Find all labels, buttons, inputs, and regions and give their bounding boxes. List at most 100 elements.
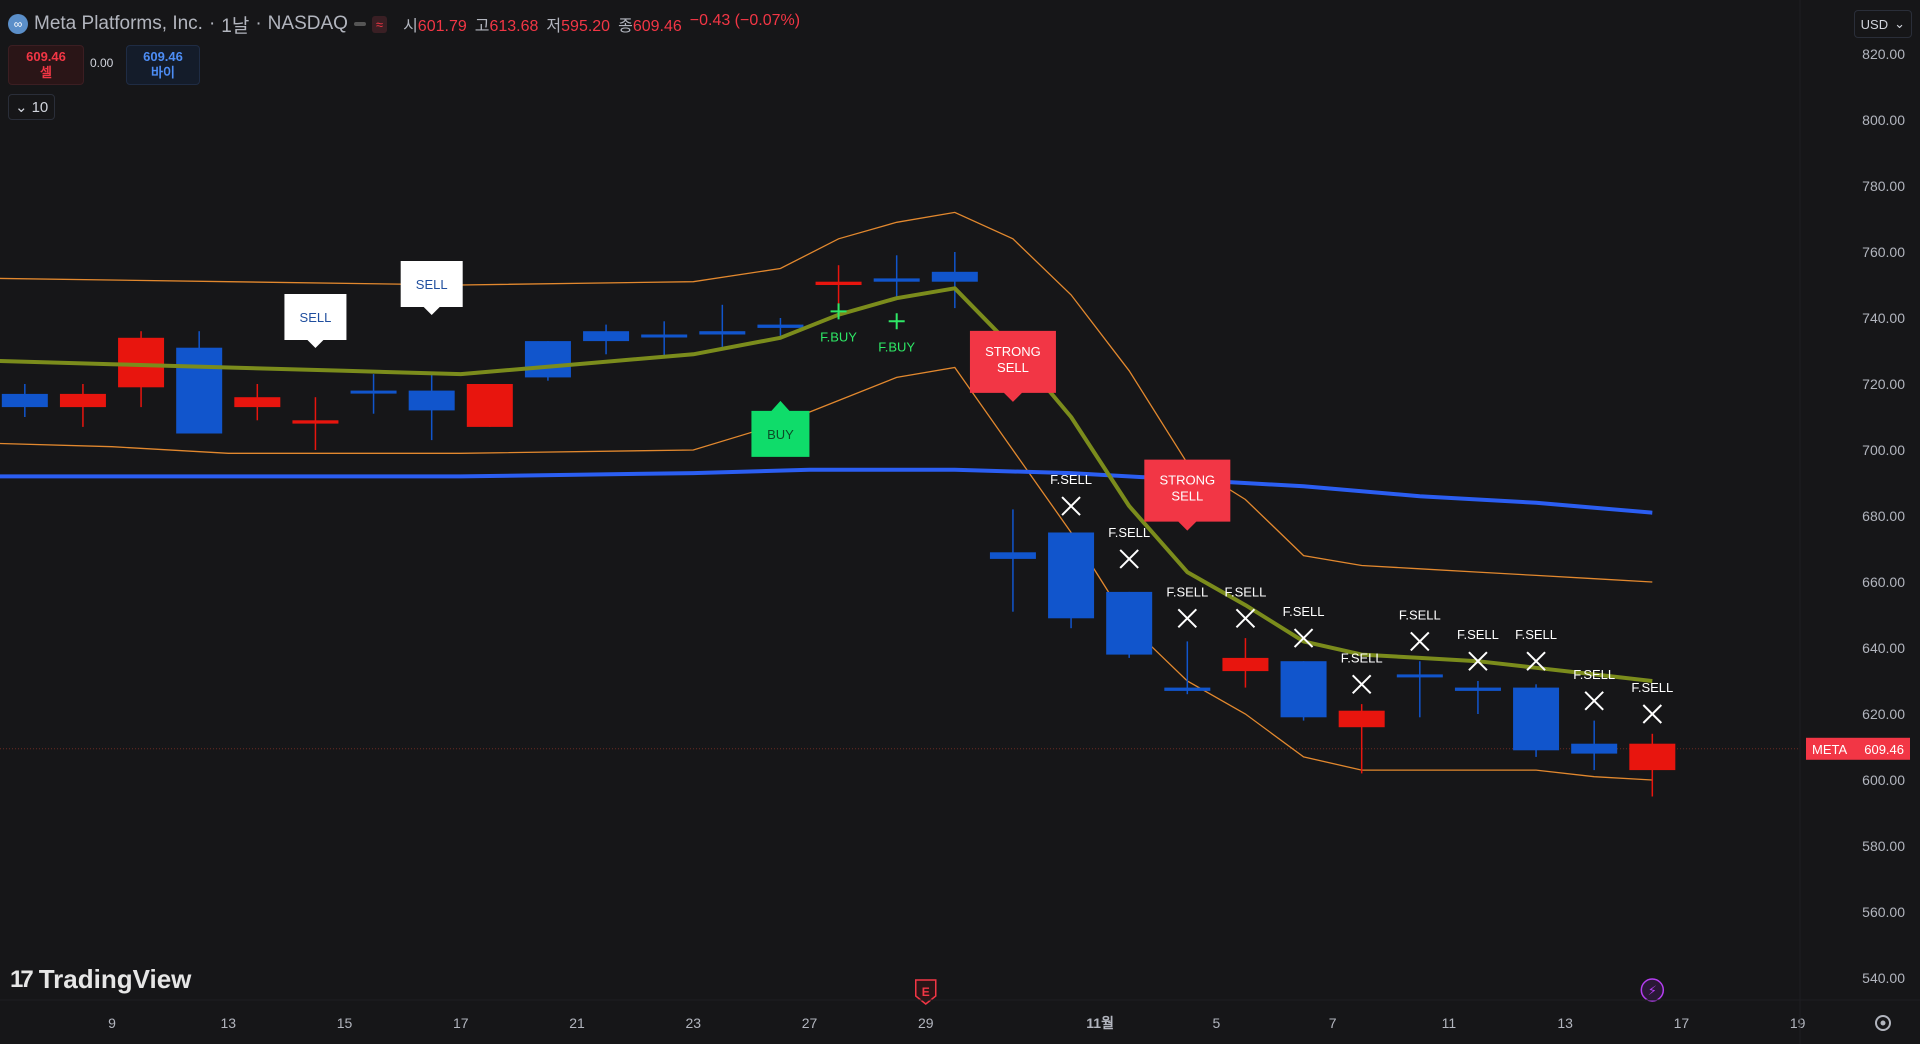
- tradingview-logo[interactable]: 17 TradingView: [10, 964, 191, 995]
- interval-separator: ·: [208, 13, 216, 34]
- change-value: −0.43 (−0.07%): [689, 12, 801, 29]
- indicators-toggle[interactable]: ⌄ 10: [8, 94, 56, 120]
- chevron-down-icon: ⌄: [1894, 16, 1905, 31]
- delayed-data-badge[interactable]: ≈: [371, 15, 388, 33]
- sell-signal-text: SELL: [416, 277, 448, 292]
- y-tick-label: 820.00: [1862, 46, 1905, 62]
- settings-gear-center: [1880, 1020, 1886, 1026]
- y-tick-label: 640.00: [1862, 640, 1905, 656]
- fsell-signal-text: F.SELL: [1457, 627, 1499, 642]
- candle-body: [350, 390, 397, 394]
- candle-body: [176, 347, 223, 434]
- y-tick-label: 800.00: [1862, 112, 1905, 128]
- x-tick-label: 17: [453, 1015, 469, 1031]
- fsell-signal-text: F.SELL: [1166, 584, 1208, 599]
- dividend-event-label: ⚡: [1648, 984, 1657, 999]
- fsell-signal-text: F.SELL: [1515, 627, 1557, 642]
- x-tick-label: 29: [918, 1015, 934, 1031]
- candle-body: [1571, 743, 1618, 754]
- symbol-name[interactable]: Meta Platforms, Inc.: [34, 13, 203, 34]
- strong-sell-text-line1: STRONG: [985, 344, 1041, 359]
- candle-body: [1280, 661, 1327, 718]
- upper-band-line: [0, 211, 1653, 583]
- fsell-signal-text: F.SELL: [1573, 667, 1615, 682]
- candle-body: [118, 337, 165, 388]
- exchange-label: NASDAQ: [267, 13, 348, 34]
- candle-body: [1629, 743, 1676, 771]
- y-tick-label: 720.00: [1862, 376, 1905, 392]
- x-tick-label: 9: [108, 1015, 116, 1031]
- fsell-x-icon: [1061, 496, 1081, 516]
- fsell-x-icon: [1119, 549, 1139, 569]
- candle-body: [699, 331, 746, 335]
- fsell-x-icon: [1642, 704, 1663, 724]
- x-tick-label: 19: [1790, 1015, 1806, 1031]
- x-tick-label: 15: [337, 1015, 353, 1031]
- open-label: 시: [403, 18, 418, 35]
- y-tick-label: 700.00: [1862, 442, 1905, 458]
- x-tick-label: 13: [1557, 1015, 1573, 1031]
- x-tick-label: 27: [802, 1015, 818, 1031]
- buy-button[interactable]: 609.46 바이: [126, 45, 200, 85]
- chevron-down-icon: ⌄: [15, 99, 28, 116]
- fsell-x-icon: [1235, 608, 1256, 629]
- fsell-signal-text: F.SELL: [1631, 680, 1673, 695]
- y-tick-label: 660.00: [1862, 574, 1905, 590]
- fsell-x-icon: [1410, 631, 1430, 652]
- high-label: 고: [474, 18, 490, 35]
- sell-signal-text: SELL: [300, 310, 332, 325]
- candle-body: [1222, 657, 1269, 672]
- candle-body: [1106, 591, 1153, 655]
- interval-label[interactable]: 1날: [221, 15, 250, 37]
- currency-label: USD: [1860, 16, 1889, 32]
- y-tick-label: 680.00: [1862, 508, 1905, 524]
- candle-body: [757, 324, 804, 328]
- sell-price: 609.46: [26, 49, 66, 64]
- market-status-icon: [353, 22, 366, 26]
- fbuy-plus-icon: [888, 313, 905, 330]
- buy-signal-text: BUY: [767, 427, 794, 442]
- y-tick-label: 540.00: [1862, 970, 1905, 986]
- fsell-x-icon: [1468, 651, 1488, 671]
- strong-sell-signal-label: [1144, 459, 1231, 531]
- close-label: 종: [618, 18, 633, 35]
- sell-button[interactable]: 609.46 셀: [8, 45, 84, 85]
- close-value: 609.46: [632, 18, 682, 35]
- tradingview-mark-icon: 17: [10, 965, 34, 993]
- strong-sell-signal-label: [969, 330, 1056, 402]
- x-tick-label: 11: [1442, 1015, 1457, 1031]
- fsell-signal-text: F.SELL: [1050, 472, 1092, 487]
- indicator-count: 10: [31, 98, 49, 116]
- x-tick-label: 11월: [1086, 1015, 1114, 1031]
- low-label: 저: [546, 18, 562, 35]
- candle-body: [292, 420, 339, 424]
- y-tick-label: 780.00: [1862, 178, 1905, 194]
- x-tick-label: 13: [220, 1015, 236, 1031]
- fsell-signal-text: F.SELL: [1224, 584, 1266, 599]
- y-tick-label: 760.00: [1862, 244, 1905, 260]
- buy-label: 바이: [151, 65, 175, 80]
- fbuy-signal-text: F.BUY: [878, 339, 915, 354]
- open-value: 601.79: [417, 18, 467, 35]
- strong-sell-text-line1: STRONG: [1160, 473, 1216, 488]
- current-price-tag: [1806, 737, 1910, 760]
- price-tag-ticker: META: [1812, 742, 1847, 757]
- candle-body: [234, 397, 281, 408]
- candle-body: [408, 390, 455, 411]
- x-tick-label: 7: [1329, 1015, 1337, 1031]
- candle-body: [1454, 687, 1501, 691]
- currency-selector[interactable]: USD ⌄: [1853, 10, 1912, 38]
- brand-name: TradingView: [38, 964, 192, 994]
- candle-body: [931, 271, 978, 282]
- x-tick-label: 17: [1674, 1015, 1690, 1031]
- candle-body: [1048, 532, 1095, 619]
- sell-signal-label: [400, 261, 463, 315]
- exchange-separator: ·: [255, 13, 262, 34]
- symbol-header: ∞ Meta Platforms, Inc. · 1날 · NASDAQ ≈ 시…: [8, 10, 800, 38]
- low-value: 595.20: [561, 18, 611, 35]
- candle-body: [1513, 687, 1560, 751]
- y-tick-label: 580.00: [1862, 838, 1905, 854]
- meta-logo-icon: ∞: [8, 14, 28, 34]
- x-tick-label: 21: [569, 1015, 585, 1031]
